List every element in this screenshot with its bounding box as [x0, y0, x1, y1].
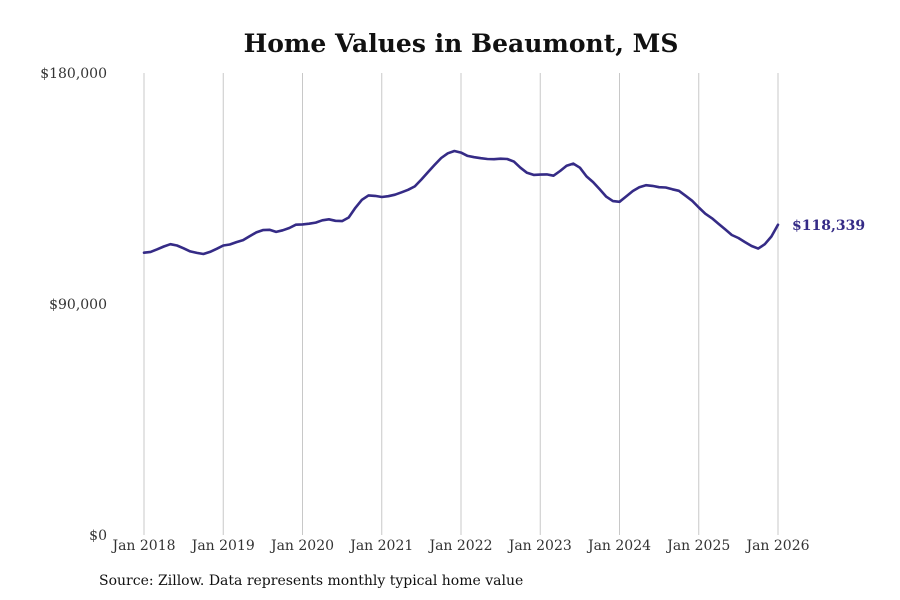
x-tick-label-3: Jan 2021 [348, 538, 413, 554]
x-tick-label-4: Jan 2022 [427, 538, 492, 554]
y-tick-label-1: $90,000 [49, 297, 107, 313]
x-tick-label-8: Jan 2026 [744, 538, 809, 554]
series-layer [142, 149, 780, 256]
chart-title: Home Values in Beaumont, MS [244, 29, 679, 58]
y-axis-tick-labels: $0 $90,000 $180,000 [40, 66, 107, 544]
x-tick-label-5: Jan 2023 [507, 538, 572, 554]
x-tick-label-2: Jan 2020 [269, 538, 334, 554]
grid-lines [143, 73, 779, 535]
x-axis-tick-labels: Jan 2018 Jan 2019 Jan 2020 Jan 2021 Jan 2022… [110, 538, 809, 554]
y-tick-label-0: $0 [89, 528, 107, 544]
source-note: Source: Zillow. Data represents monthly … [99, 573, 524, 589]
end-value-label: $118,339 [792, 218, 865, 234]
x-tick-label-6: Jan 2024 [586, 538, 651, 554]
x-tick-label-1: Jan 2019 [190, 538, 255, 554]
y-tick-label-2: $180,000 [40, 66, 107, 82]
x-tick-label-7: Jan 2025 [665, 538, 730, 554]
series-line-0 [142, 149, 780, 256]
x-tick-label-0: Jan 2018 [110, 538, 175, 554]
